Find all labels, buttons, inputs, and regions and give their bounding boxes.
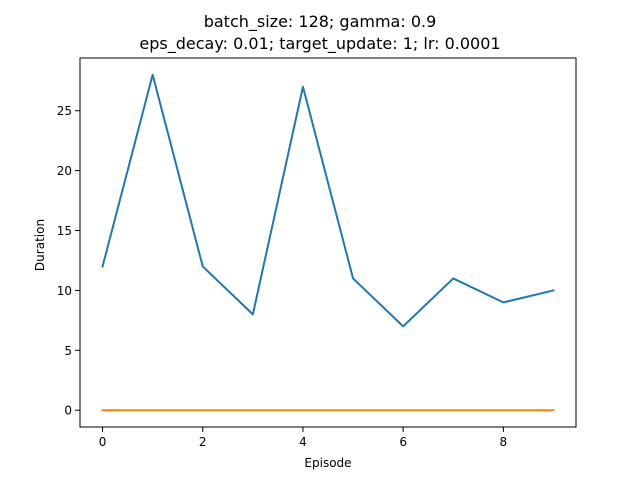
y-tick-label-0: 0 (64, 404, 72, 418)
chart-title: batch_size: 128; gamma: 0.9 (204, 12, 437, 32)
y-tick-label-10: 10 (57, 284, 72, 298)
y-tick-label-20: 20 (57, 164, 72, 178)
x-tick-label-8: 8 (500, 435, 508, 449)
x-axis-label: Episode (304, 456, 351, 470)
axes-frame (79, 57, 577, 428)
y-tick-label-5: 5 (64, 344, 72, 358)
y-tick-label-25: 25 (57, 104, 72, 118)
x-tick-label-4: 4 (299, 435, 307, 449)
series-line-0 (101, 73, 555, 328)
y-axis-label: Duration (33, 219, 47, 271)
x-tick-label-2: 2 (199, 435, 207, 449)
plot-area: 0 2 4 6 8 0 5 10 15 20 25 (57, 57, 577, 449)
chart-subtitle: eps_decay: 0.01; target_update: 1; lr: 0… (139, 34, 500, 54)
x-tick-label-6: 6 (399, 435, 407, 449)
x-tick-label-0: 0 (99, 435, 107, 449)
y-tick-label-15: 15 (57, 224, 72, 238)
